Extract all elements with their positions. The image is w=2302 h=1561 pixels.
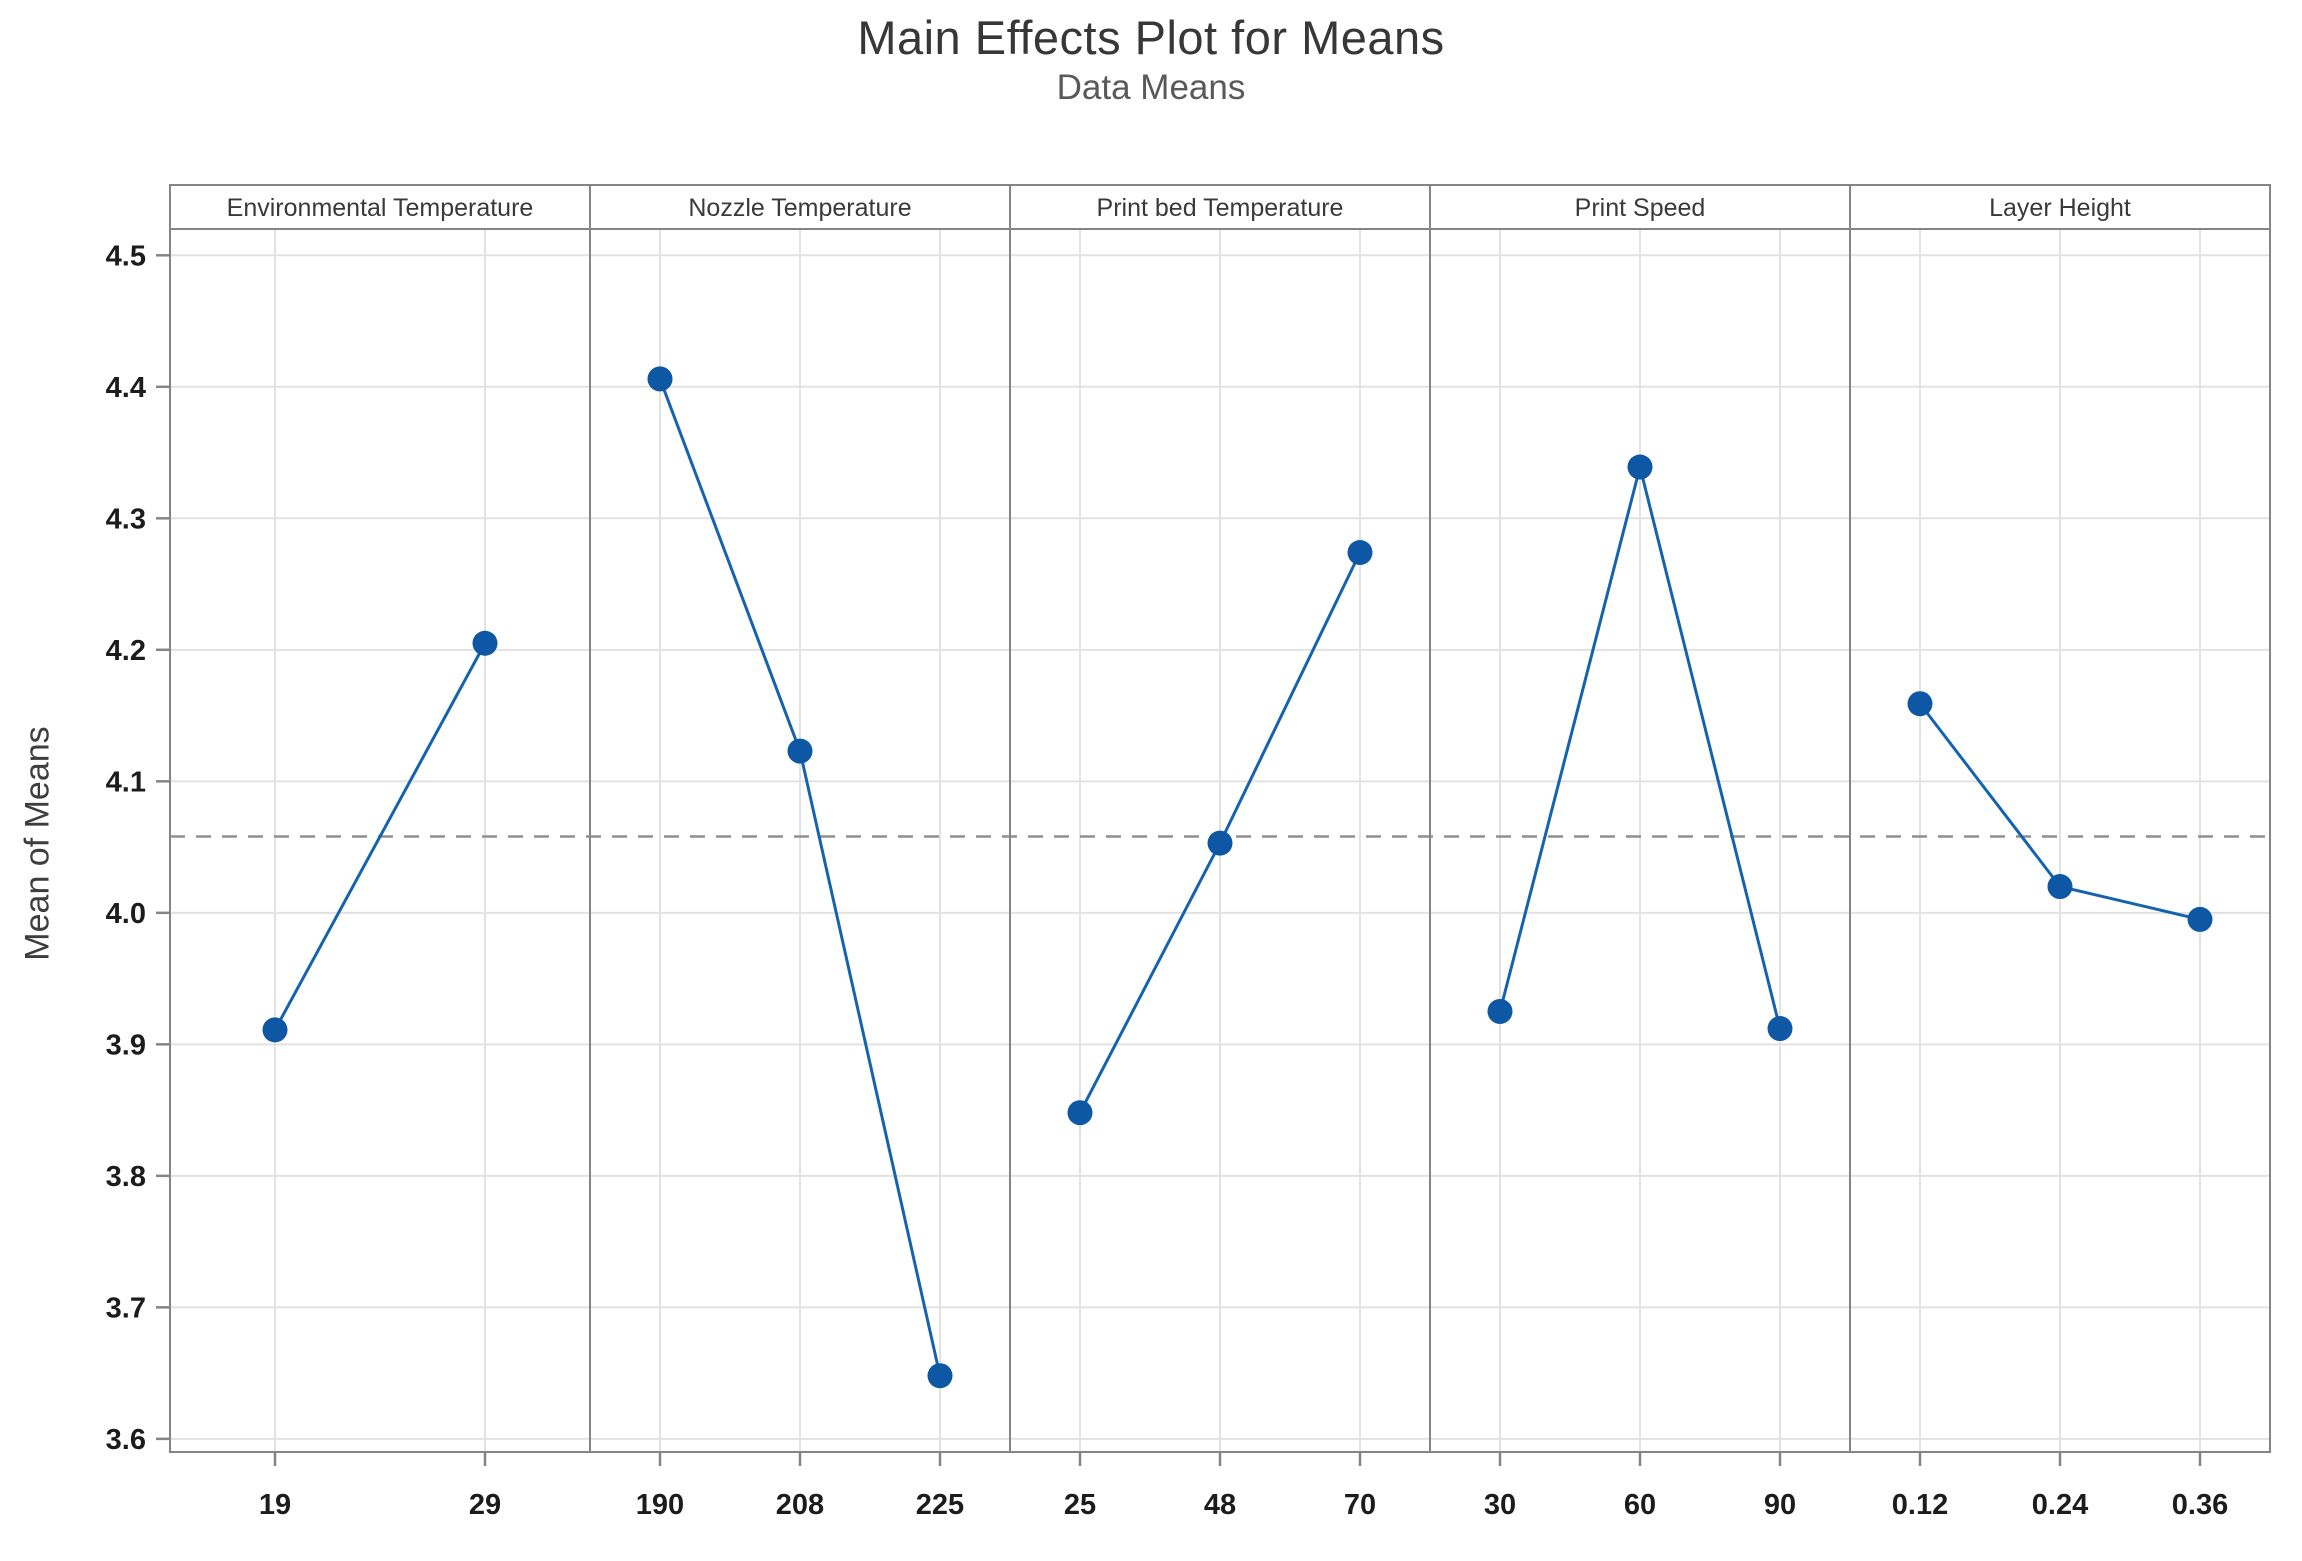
panel-header (1429, 184, 1851, 230)
data-point-marker (2047, 874, 2073, 900)
y-tick-label: 3.7 (106, 1292, 146, 1324)
x-tick-label: 225 (916, 1489, 964, 1521)
x-tick-label: 30 (1484, 1489, 1516, 1521)
panel-header-label: Print bed Temperature (1097, 194, 1344, 222)
x-tick-label: 208 (776, 1489, 824, 1521)
panel-header (1849, 184, 2271, 230)
y-tick-label: 3.8 (106, 1161, 146, 1193)
data-point-marker (1907, 691, 1933, 717)
chart-title: Main Effects Plot for Means (857, 11, 1445, 64)
data-point-marker (1627, 454, 1653, 480)
x-tick-label: 90 (1764, 1489, 1796, 1521)
y-tick-label: 4.1 (106, 766, 146, 798)
panel-header-label: Nozzle Temperature (688, 194, 911, 222)
x-tick-label: 48 (1204, 1489, 1236, 1521)
panel-header-label: Environmental Temperature (227, 194, 534, 222)
y-tick-label: 4.0 (106, 898, 146, 930)
y-tick-label: 4.5 (106, 240, 146, 272)
panel-plot-area (169, 228, 591, 1453)
data-point-marker (1067, 1100, 1093, 1126)
panel-header (589, 184, 1011, 230)
data-point-marker (927, 1363, 953, 1389)
panel-header-label: Print Speed (1575, 194, 1706, 222)
x-tick-label: 70 (1344, 1489, 1376, 1521)
y-tick-label: 4.2 (106, 635, 146, 667)
data-point-marker (647, 366, 673, 392)
y-tick-label: 3.6 (106, 1424, 146, 1456)
data-point-marker (1207, 830, 1233, 856)
data-point-marker (1347, 540, 1373, 566)
data-point-marker (472, 630, 498, 656)
y-tick-label: 4.4 (106, 372, 146, 404)
x-tick-label: 0.24 (2032, 1489, 2088, 1521)
data-point-marker (2187, 906, 2213, 932)
x-tick-label: 60 (1624, 1489, 1656, 1521)
x-tick-label: 0.12 (1892, 1489, 1948, 1521)
y-tick-label: 3.9 (106, 1029, 146, 1061)
x-tick-label: 190 (636, 1489, 684, 1521)
y-tick-label: 4.3 (106, 503, 146, 535)
chart-subtitle: Data Means (1056, 68, 1246, 107)
data-point-marker (1767, 1016, 1793, 1042)
x-tick-label: 0.36 (2172, 1489, 2228, 1521)
panel-header (169, 184, 591, 230)
data-point-marker (787, 738, 813, 764)
data-point-marker (1487, 998, 1513, 1024)
panel-header-label: Layer Height (1989, 194, 2131, 222)
x-tick-label: 25 (1064, 1489, 1096, 1521)
data-point-marker (262, 1017, 288, 1043)
x-tick-label: 29 (469, 1489, 501, 1521)
x-tick-label: 19 (259, 1489, 291, 1521)
series-line (273, 642, 487, 1031)
